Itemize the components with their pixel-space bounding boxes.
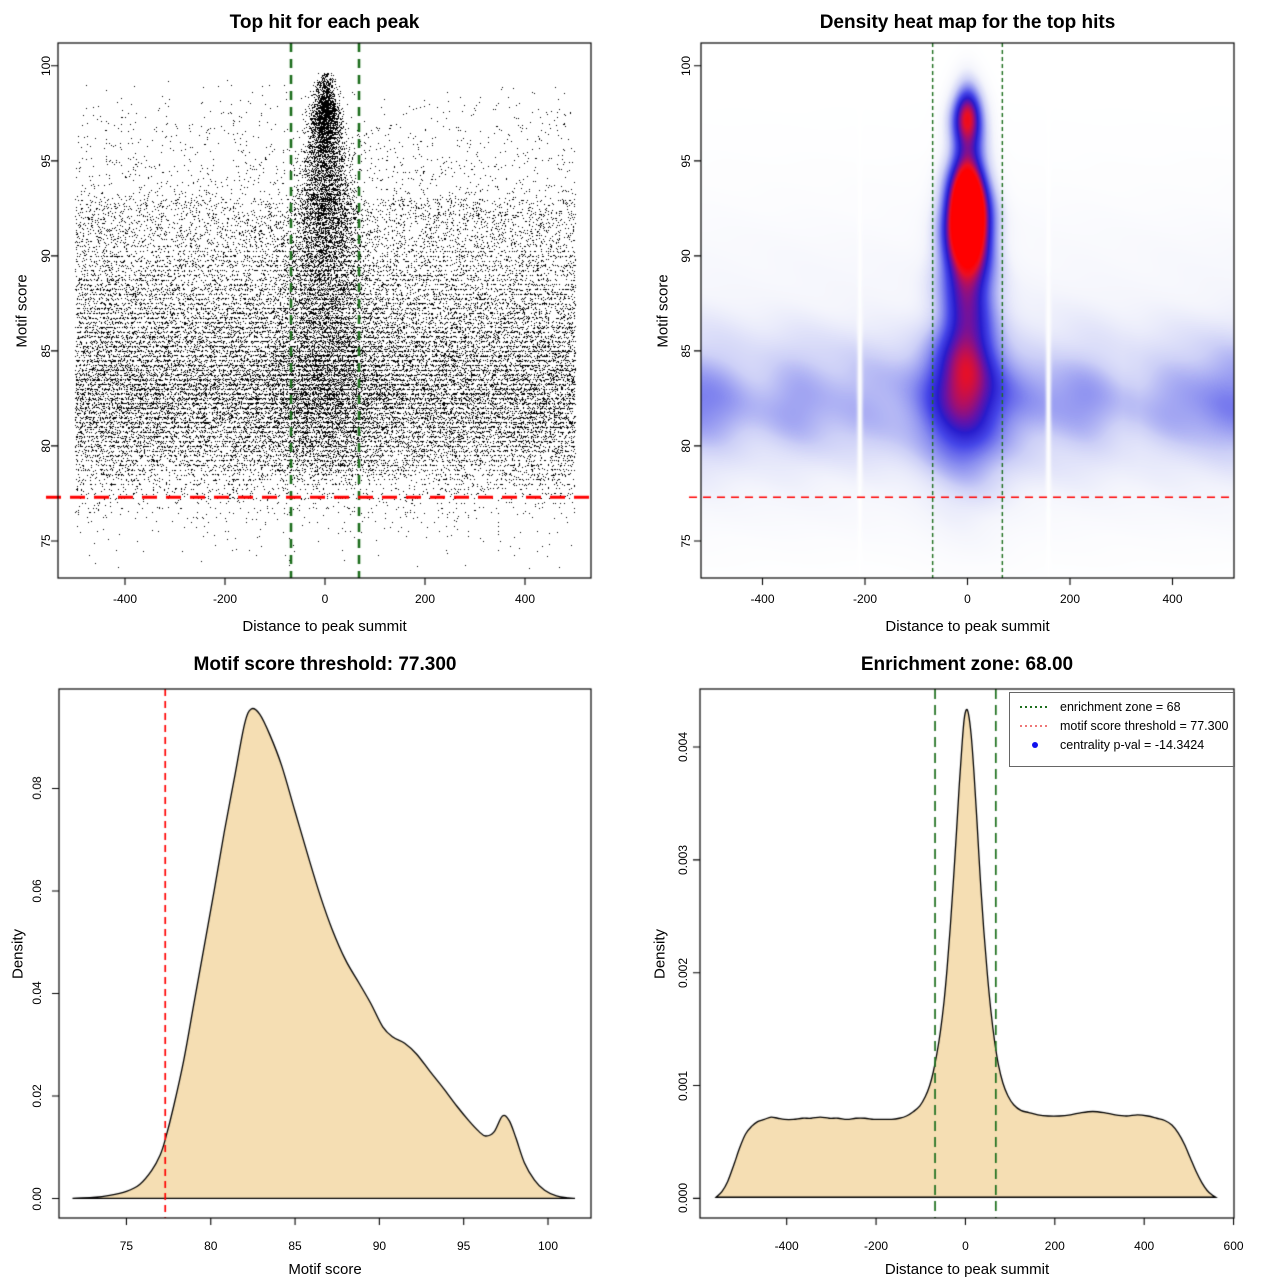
distance-density-canvas (640, 640, 1280, 1280)
x-axis-label: Distance to peak summit (242, 618, 407, 635)
y-axis-label: Density (651, 928, 669, 979)
y-tick-label: 85 (39, 344, 53, 358)
y-tick-label: 0.08 (30, 776, 44, 801)
y-tick-label: 0.02 (30, 1084, 44, 1108)
x-axis-label: Motif score (288, 1261, 362, 1278)
panel-distance-density: Enrichment zone: 68.00 Distance to peak … (640, 640, 1280, 1280)
panel-motif-score-density: Motif score threshold: 77.300 Motif scor… (0, 640, 640, 1280)
scatter-plot-canvas (0, 0, 640, 640)
x-tick-label: 200 (1044, 1239, 1065, 1253)
y-tick-label: 0.001 (676, 1070, 690, 1101)
x-tick-label: 80 (204, 1239, 218, 1253)
y-tick-label: 90 (39, 249, 53, 263)
x-tick-label: 400 (514, 592, 536, 606)
x-tick-label: 75 (119, 1239, 134, 1253)
x-tick-label: 600 (1223, 1239, 1244, 1253)
legend: enrichment zone = 68 motif score thresho… (1009, 692, 1235, 767)
legend-item-label: enrichment zone = 68 (1060, 700, 1181, 714)
x-tick-label: -200 (212, 592, 238, 606)
x-tick-label: 100 (537, 1239, 559, 1253)
legend-item-label: motif score threshold = 77.300 (1060, 719, 1229, 733)
motif-score-density-canvas (0, 640, 640, 1280)
panel-title: Enrichment zone: 68.00 (860, 654, 1074, 675)
y-tick-label: 80 (679, 439, 693, 453)
x-tick-label: -400 (112, 592, 138, 606)
x-tick-label: 0 (962, 1239, 969, 1253)
y-axis-label: Motif score (654, 273, 672, 348)
y-axis-label: Motif score (13, 273, 31, 348)
x-tick-label: 0 (321, 592, 329, 606)
y-tick-label: 0.004 (676, 731, 690, 763)
dotted-red-line-icon (1020, 725, 1050, 727)
y-tick-label: 100 (679, 55, 693, 76)
x-axis-label: Distance to peak summit (884, 1261, 1050, 1278)
panel-title: Motif score threshold: 77.300 (193, 654, 457, 675)
y-tick-label: 75 (39, 534, 53, 548)
heatmap-canvas (640, 0, 1280, 640)
x-tick-label: -200 (864, 1239, 889, 1253)
y-tick-label: 100 (39, 55, 53, 76)
x-tick-label: 200 (414, 592, 436, 606)
legend-item-label: centrality p-val = -14.3424 (1060, 738, 1205, 752)
y-tick-label: 85 (679, 344, 693, 358)
x-tick-label: 400 (1162, 592, 1183, 606)
x-tick-label: 200 (1059, 592, 1081, 606)
dotted-green-line-icon (1020, 706, 1050, 708)
y-axis-label: Density (9, 928, 27, 979)
panel-density-heatmap: Density heat map for the top hits Distan… (640, 0, 1280, 640)
legend-item-enrichment-zone: enrichment zone = 68 (1010, 699, 1234, 715)
x-tick-label: -400 (774, 1239, 799, 1253)
x-tick-label: 400 (1134, 1239, 1155, 1253)
y-tick-label: 0.00 (30, 1186, 44, 1211)
x-tick-label: 0 (964, 592, 971, 606)
panel-title: Density heat map for the top hits (819, 12, 1116, 33)
y-tick-label: 95 (679, 154, 693, 168)
x-tick-label: 85 (288, 1239, 302, 1253)
legend-item-centrality-pval: centrality p-val = -14.3424 (1010, 737, 1234, 753)
x-tick-label: -400 (750, 592, 775, 606)
y-tick-label: 0.06 (30, 879, 44, 903)
y-tick-label: 95 (39, 154, 53, 168)
x-tick-label: -200 (852, 592, 878, 606)
y-tick-label: 0.002 (676, 957, 690, 988)
x-axis-label: Distance to peak summit (885, 618, 1050, 635)
y-tick-label: 90 (679, 249, 693, 263)
y-tick-label: 75 (679, 534, 693, 548)
y-tick-label: 80 (39, 439, 53, 453)
panel-title: Top hit for each peak (229, 12, 420, 33)
panel-scatter-top-hits: Top hit for each peak Distance to peak s… (0, 0, 640, 640)
y-tick-label: 0.000 (676, 1183, 690, 1214)
y-tick-label: 0.04 (30, 981, 44, 1006)
legend-item-motif-score-threshold: motif score threshold = 77.300 (1010, 718, 1234, 734)
x-tick-label: 95 (457, 1239, 471, 1253)
y-tick-label: 0.003 (676, 844, 690, 875)
blue-dot-icon (1032, 742, 1038, 748)
x-tick-label: 90 (372, 1239, 387, 1253)
